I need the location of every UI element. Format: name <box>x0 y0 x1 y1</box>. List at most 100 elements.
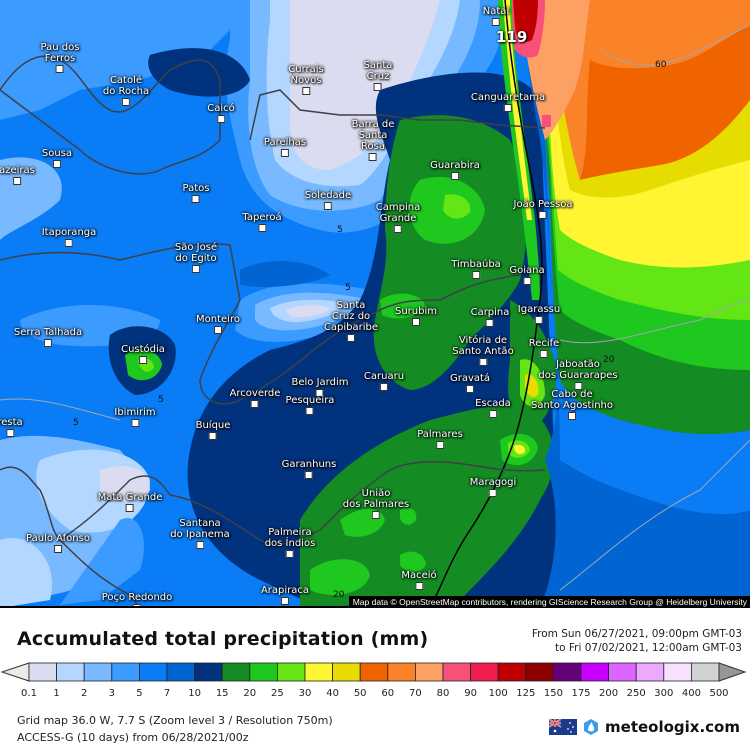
city-label: Surubim <box>395 306 437 326</box>
city-label: João Pessoa <box>513 199 573 219</box>
model-info: ACCESS-G (10 days) from 06/28/2021/00z <box>17 731 249 744</box>
city-marker-icon <box>138 356 147 364</box>
city-name: Gravatá <box>449 373 491 384</box>
color-scale-tick: 5 <box>136 688 143 699</box>
city-marker-icon <box>250 400 259 408</box>
city-marker-icon <box>6 429 14 437</box>
city-name: Serra Talhada <box>13 327 83 338</box>
city-name: Igarassu <box>517 304 561 315</box>
city-marker-icon <box>567 412 576 420</box>
city-marker-icon <box>492 18 500 26</box>
meteologix-logo-icon <box>584 719 599 735</box>
city-name: Taperoá <box>242 212 282 223</box>
city-name: Sousa <box>41 148 73 159</box>
city-marker-icon <box>56 65 64 73</box>
brand-name[interactable]: meteologix.com <box>605 718 740 736</box>
precipitation-map[interactable]: Natal Pau dos Ferros Catolé do Rocha Currai… <box>0 0 750 608</box>
city-label: Arapiraca <box>261 585 309 605</box>
city-label: Igarassu <box>518 304 560 324</box>
color-scale-tick: 150 <box>543 688 563 699</box>
color-scale-tick: 125 <box>516 688 536 699</box>
city-name: Goiana <box>509 265 545 276</box>
city-marker-icon <box>466 385 474 393</box>
color-scale-ticks: 0.1 1 2 3 5 7 10 15 20 25 30 40 50 60 70 80 90 100 125 150 1… <box>0 688 750 702</box>
color-scale-tick: 20 <box>243 688 257 699</box>
color-scale-tick: 400 <box>681 688 701 699</box>
city-marker-icon <box>393 225 402 233</box>
city-name: Monteiro <box>196 314 240 325</box>
city-name: Cabo de Santo Agostinho <box>530 389 614 411</box>
color-scale-tick: 7 <box>163 688 171 699</box>
city-name: São José do Egito <box>174 242 218 264</box>
city-name: Arapiraca <box>260 585 310 596</box>
city-name: Catolé do Rocha <box>102 75 150 97</box>
city-name: Recife <box>528 338 560 349</box>
city-marker-icon <box>369 153 377 161</box>
city-label: São José do Egito <box>175 242 217 273</box>
city-name: João Pessoa <box>513 199 573 210</box>
color-scale-tick: 60 <box>381 688 395 699</box>
city-marker-icon <box>523 277 531 285</box>
city-label: União dos Palmares <box>343 488 409 519</box>
city-name: Santa Cruz do Capibaribe <box>323 300 379 333</box>
city-label: Palmares <box>417 429 463 449</box>
city-marker-icon <box>258 224 266 232</box>
color-scale-tick: 250 <box>626 688 646 699</box>
contour-value-label: 5 <box>73 418 79 428</box>
city-label: azeiras <box>0 165 35 185</box>
city-marker-icon <box>539 350 548 358</box>
period-to: to Fri 07/02/2021, 12:00am GMT-03 <box>555 642 742 654</box>
city-marker-icon <box>534 316 543 324</box>
city-label: Currais Novos <box>288 64 324 95</box>
city-label: Guarabira <box>430 160 480 180</box>
city-marker-icon <box>372 511 380 519</box>
city-name: Itaporanga <box>41 227 97 238</box>
color-scale-tick: 70 <box>409 688 422 699</box>
city-name: Natal <box>482 6 510 17</box>
city-label: Caicó <box>207 103 235 123</box>
city-marker-icon <box>471 271 480 279</box>
city-label: Taperoá <box>242 212 282 232</box>
city-label: Arcoverde <box>230 388 280 408</box>
brand[interactable]: meteologix.com <box>549 718 740 736</box>
contour-value-label: 5 <box>337 225 343 235</box>
city-label: Natal <box>483 6 509 26</box>
color-scale-tick: 90 <box>464 688 477 699</box>
city-label: Mata Grande <box>98 492 162 512</box>
color-scale-tick: 15 <box>215 688 229 699</box>
city-label: resta <box>0 417 23 437</box>
city-label: Itaporanga <box>41 227 97 247</box>
city-name: Guarabira <box>430 160 480 171</box>
city-marker-icon <box>280 597 289 605</box>
city-marker-icon <box>573 382 582 390</box>
city-marker-icon <box>316 389 324 397</box>
color-scale-tick: 1 <box>53 688 60 699</box>
city-marker-icon <box>488 410 497 418</box>
city-label: Santa Cruz <box>364 60 392 91</box>
city-label: Catolé do Rocha <box>103 75 149 106</box>
city-marker-icon <box>53 160 61 168</box>
city-name: Belo Jardim <box>291 377 349 388</box>
city-name: Pesqueira <box>285 395 335 406</box>
contour-value-label: 20 <box>333 590 345 600</box>
city-name: Santana do Ipanema <box>170 518 230 540</box>
color-scale-tick: 30 <box>298 688 312 699</box>
city-label: Patos <box>183 183 209 203</box>
city-marker-icon <box>208 432 217 440</box>
city-name: Pau dos Ferros <box>40 42 80 64</box>
city-marker-icon <box>411 318 420 326</box>
city-label: Vitória de Santo Antão <box>452 335 514 366</box>
city-name: Soledade <box>304 190 352 201</box>
color-scale-tick: 2 <box>81 688 88 699</box>
city-marker-icon <box>12 177 21 185</box>
city-label: Santana do Ipanema <box>170 518 230 549</box>
city-name: Palmeira dos Índios <box>264 527 316 549</box>
city-name: Poço Redondo <box>101 592 173 603</box>
city-marker-icon <box>324 202 332 210</box>
city-label: Santa Cruz do Capibaribe <box>324 300 378 342</box>
city-marker-icon <box>53 545 62 553</box>
contour-value-label: 20 <box>603 355 615 365</box>
grid-info: Grid map 36.0 W, 7.7 S (Zoom level 3 / R… <box>17 714 333 727</box>
color-scale-bar <box>0 662 747 682</box>
city-label: Goiana <box>509 265 545 285</box>
